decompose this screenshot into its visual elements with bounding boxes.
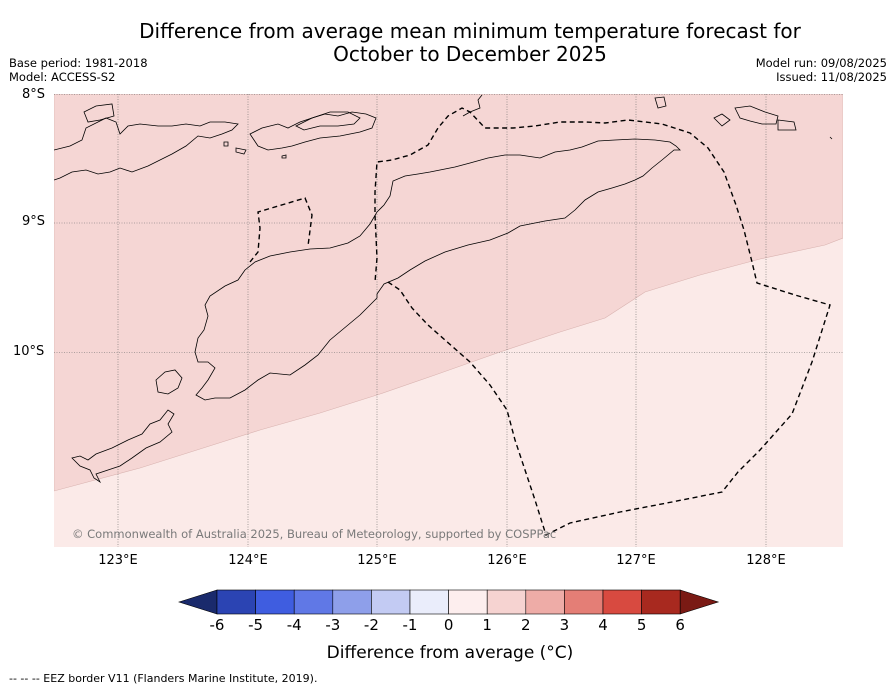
base-period: Base period: 1981-2018	[9, 56, 148, 70]
colorbar-tick-label: -4	[286, 616, 302, 634]
lat-label-9s: 9°S	[22, 214, 46, 229]
eez-footnote: -- -- -- EEZ border V11 (Flanders Marine…	[9, 672, 318, 685]
eez-main	[374, 107, 831, 536]
model-name: Model: ACCESS-S2	[9, 70, 116, 84]
colorbar-tick-label: 1	[482, 616, 492, 634]
copyright-credit: © Commonwealth of Australia 2025, Bureau…	[72, 527, 557, 541]
coast-isle-a	[235, 147, 247, 155]
colorbar-tick-label: -5	[248, 616, 264, 634]
colorbar-label: Difference from average (°C)	[326, 643, 574, 663]
lon-label-123e: 123°E	[98, 553, 138, 568]
title-line-1: Difference from average mean minimum tem…	[139, 19, 801, 43]
title-line-2: October to December 2025	[333, 42, 607, 66]
colorbar-tick-label: -2	[363, 616, 379, 634]
colorbar-tick-label: -3	[325, 616, 341, 634]
colorbar-bin	[564, 589, 604, 615]
lon-label-126e: 126°E	[487, 553, 527, 568]
lat-label-10s: 10°S	[13, 344, 45, 359]
colorbar-extend-high	[679, 589, 720, 615]
coast-lembata	[295, 111, 361, 131]
colorbar-bin	[602, 589, 642, 615]
metadata-right: Model run: 09/08/2025 Issued: 11/08/2025	[756, 56, 887, 84]
colorbar-bin	[409, 589, 449, 615]
coast-small-3	[713, 113, 731, 127]
colorbar-bin	[641, 589, 681, 615]
chart-title: Difference from average mean minimum tem…	[60, 20, 880, 66]
coast-tip	[829, 136, 833, 140]
colorbar-tick-label: 0	[443, 616, 454, 634]
colorbar-bin	[216, 589, 256, 615]
colorbar-tick-label: 6	[675, 616, 685, 634]
coast-small-1	[654, 96, 667, 109]
metadata-left: Base period: 1981-2018 Model: ACCESS-S2	[9, 56, 148, 84]
colorbar-bin	[255, 589, 295, 615]
coast-small-2	[734, 105, 779, 125]
lon-label-127e: 127°E	[616, 553, 656, 568]
colorbar-tick-label: 4	[598, 616, 608, 634]
colorbar-bin	[293, 589, 334, 615]
colorbar-tick-label: 2	[521, 616, 531, 634]
colorbar-bin	[525, 589, 565, 615]
colorbar-bin	[448, 589, 488, 615]
lon-label-124e: 124°E	[228, 553, 268, 568]
coast-small-4	[777, 119, 797, 131]
lon-label-125e: 125°E	[357, 553, 397, 568]
colorbar-tick-label: 3	[559, 616, 570, 634]
coast-flores	[54, 117, 239, 181]
colorbar-bin	[371, 589, 411, 615]
colorbar-extend-low	[178, 589, 218, 615]
zone-warmer	[54, 94, 843, 492]
coast-rote	[71, 409, 175, 484]
lon-label-128e: 128°E	[746, 553, 786, 568]
graticule	[54, 94, 843, 547]
colorbar-bin	[332, 589, 372, 615]
coast-timor	[194, 138, 681, 401]
coast-alor	[462, 94, 483, 117]
coast-semau	[155, 369, 183, 395]
colorbar-bin	[486, 589, 527, 615]
colorbar	[178, 589, 720, 615]
colorbar-tick-label: -1	[402, 616, 418, 634]
coastlines	[54, 94, 833, 484]
lat-label-8s: 8°S	[22, 87, 46, 102]
model-run: Model run: 09/08/2025	[755, 56, 887, 70]
colorbar-tick-label: -6	[209, 616, 225, 634]
coast-solor	[249, 111, 377, 151]
coast-isle-c	[281, 154, 287, 159]
coast-isle-b	[223, 141, 229, 147]
colorbar-tick-label: 5	[636, 616, 647, 634]
issued-date: Issued: 11/08/2025	[776, 70, 887, 84]
eez-border	[249, 107, 831, 536]
coast-flores-islet-1	[83, 103, 115, 123]
